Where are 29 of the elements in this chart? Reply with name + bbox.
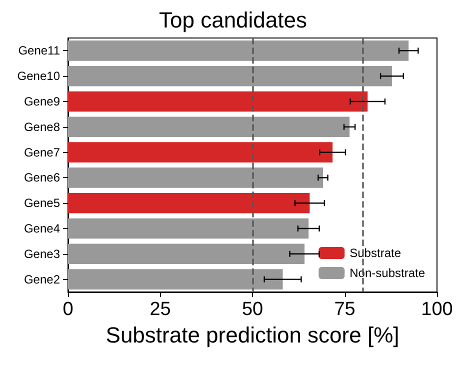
y-tick-label: Gene5	[24, 196, 60, 210]
y-tick-label: Gene8	[24, 120, 60, 134]
bar	[68, 244, 305, 264]
y-tick-label: Gene4	[24, 222, 60, 236]
legend-label: Substrate	[350, 246, 402, 260]
bar	[68, 142, 333, 162]
bar	[68, 218, 309, 239]
bar	[68, 192, 310, 214]
y-tick-label: Gene9	[24, 94, 60, 108]
bar	[68, 269, 283, 290]
x-tick-label: 50	[242, 299, 264, 320]
bar	[68, 40, 409, 61]
x-tick-label: 100	[421, 299, 453, 320]
y-tick-label: Gene3	[24, 246, 60, 261]
x-tick-label: 0	[62, 299, 74, 320]
bar	[68, 116, 350, 138]
x-axis-title: Substrate prediction score [%]	[106, 322, 400, 348]
bar	[68, 66, 392, 86]
y-tick-label: Gene11	[18, 44, 60, 58]
y-tick-label: Gene6	[24, 170, 60, 185]
chart-title: Top candidates	[159, 8, 307, 32]
x-tick-label: 75	[334, 299, 356, 320]
x-tick-label: 25	[150, 299, 171, 320]
y-tick-label: Gene7	[24, 145, 60, 160]
bar	[68, 91, 368, 112]
y-tick-label: Gene10	[17, 69, 60, 84]
y-tick-label: Gene2	[24, 272, 60, 286]
legend-label: Non-substrate	[350, 266, 426, 280]
bar	[68, 168, 323, 188]
